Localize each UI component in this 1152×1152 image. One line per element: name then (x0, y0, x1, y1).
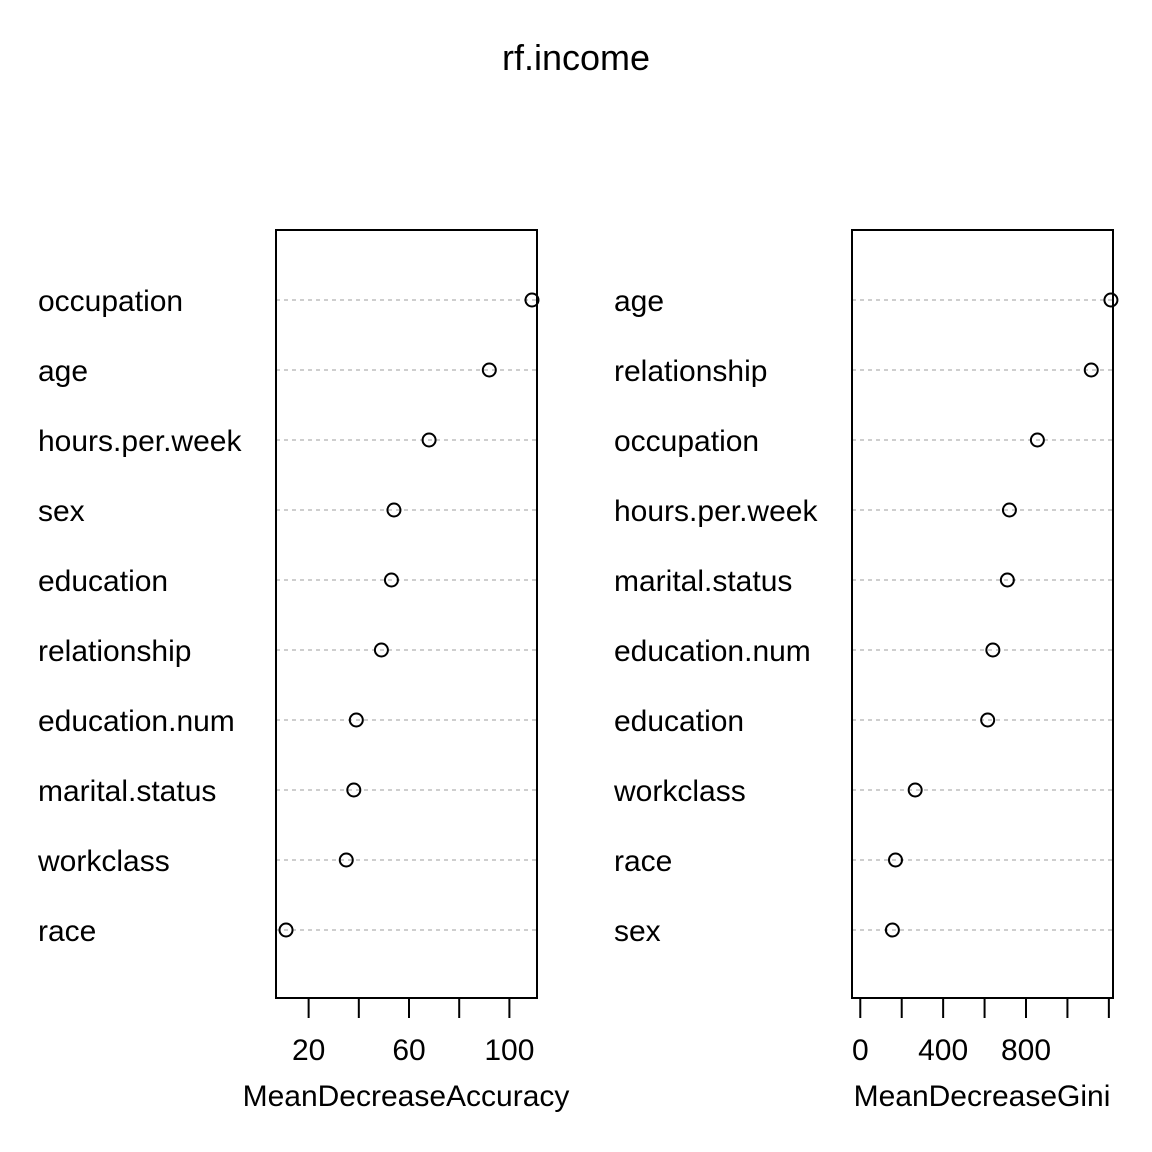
row-label: workclass (37, 845, 170, 878)
row-label: age (614, 285, 664, 318)
plot-frame (851, 229, 1114, 999)
x-axis-title: MeanDecreaseGini (854, 1080, 1111, 1113)
row-label: education.num (614, 635, 811, 668)
row-label: education.num (38, 705, 235, 738)
x-tick-label: 400 (918, 1034, 968, 1067)
row-label: marital.status (38, 775, 216, 808)
data-point (888, 852, 903, 868)
data-point (383, 572, 399, 588)
data-point (1029, 432, 1045, 448)
row-label: relationship (614, 355, 767, 388)
row-label: race (614, 845, 672, 878)
panel-2: age relationship occupation hours.per.week m… (613, 229, 1119, 1113)
data-point (980, 712, 996, 728)
data-point (346, 782, 362, 798)
data-point (999, 572, 1015, 588)
row-label: sex (38, 495, 85, 528)
data-point (884, 922, 900, 938)
data-point (524, 292, 540, 308)
x-tick-label: 100 (484, 1034, 534, 1067)
x-tick-label: 60 (392, 1034, 425, 1067)
row-label: occupation (614, 425, 759, 458)
row-label: relationship (38, 635, 191, 668)
chart-title: rf.income (502, 37, 650, 78)
data-point (373, 642, 389, 658)
data-point (348, 712, 364, 728)
data-point (421, 432, 437, 448)
data-point (1103, 292, 1119, 308)
data-point (386, 502, 402, 518)
row-label: sex (614, 915, 661, 948)
data-point (985, 642, 1001, 658)
data-point (1083, 362, 1099, 378)
row-label: workclass (613, 775, 746, 808)
data-point (481, 362, 497, 378)
row-label: occupation (38, 285, 183, 318)
x-tick-label: 0 (852, 1034, 869, 1067)
data-point (1001, 502, 1017, 518)
plot-frame (275, 229, 538, 999)
data-point (338, 852, 354, 868)
data-point (278, 922, 294, 938)
row-label: marital.status (614, 565, 792, 598)
row-label: education (38, 565, 168, 598)
x-axis-title: MeanDecreaseAccuracy (243, 1080, 570, 1113)
panel-1: occupation age hours.per.week sex education r… (37, 229, 570, 1113)
x-tick-label: 800 (1001, 1034, 1051, 1067)
row-label: race (38, 915, 96, 948)
x-tick-label: 20 (292, 1034, 325, 1067)
row-label: hours.per.week (38, 425, 242, 458)
data-point (907, 782, 923, 798)
row-label: education (614, 705, 744, 738)
row-label: hours.per.week (614, 495, 818, 528)
row-label: age (38, 355, 88, 388)
